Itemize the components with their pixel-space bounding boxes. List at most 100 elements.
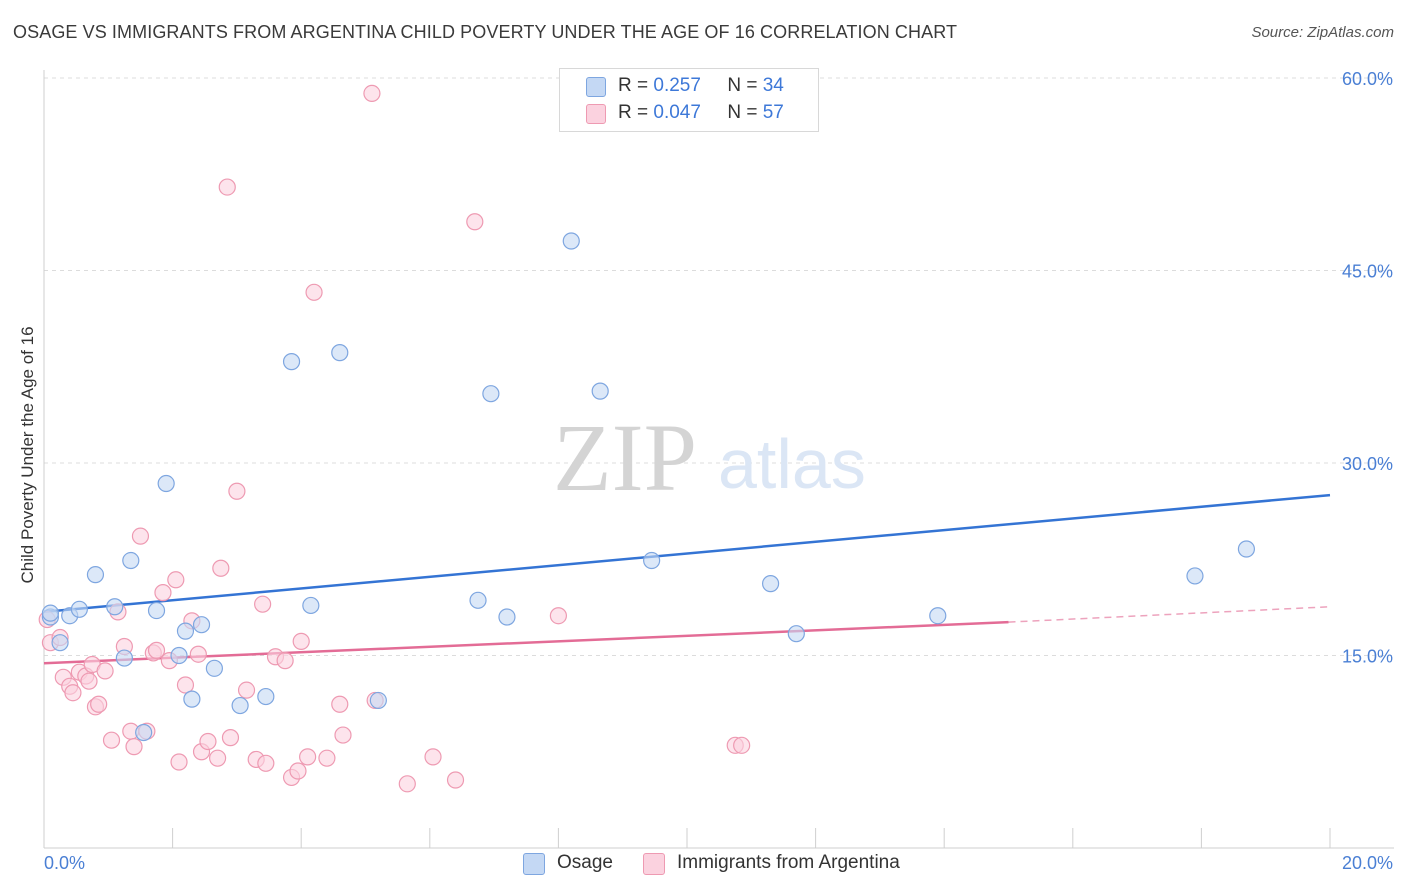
argentina-point-48: [331, 695, 349, 713]
argentina-point-54: [446, 771, 465, 789]
argentina-point-58: [733, 736, 751, 754]
argentina-point-53: [424, 748, 442, 766]
argentina-point-47: [318, 749, 336, 767]
argentina-point-50: [363, 84, 381, 103]
osage-point-25: [562, 232, 580, 250]
osage-point-7: [122, 551, 140, 570]
argentina-point-56: [549, 607, 568, 625]
argentina-point-35: [228, 482, 246, 500]
osage-point-17: [257, 687, 275, 706]
watermark: ZIP atlas: [553, 404, 866, 511]
watermark-zip: ZIP: [553, 404, 697, 511]
osage-swatch: [586, 77, 606, 97]
osage-point-27: [643, 551, 661, 570]
argentina-point-17: [125, 738, 143, 756]
argentina-point-22: [154, 584, 172, 602]
osage-legend-swatch: [523, 853, 545, 875]
trend-line-argentina-extrapolated: [1008, 605, 1331, 623]
argentina-point-11: [90, 695, 108, 713]
n-value: 34: [762, 75, 784, 96]
r-value: 0.047: [653, 102, 701, 123]
r-label: R =: [618, 75, 649, 96]
osage-point-14: [192, 616, 211, 634]
n-value: 57: [762, 102, 784, 123]
n-label: N =: [727, 75, 758, 96]
series-osage: [41, 232, 1256, 742]
argentina-point-52: [398, 775, 416, 793]
osage-point-31: [1186, 567, 1204, 585]
argentina-point-12: [96, 662, 114, 680]
x-tick-max: 20.0%: [1342, 853, 1393, 873]
osage-point-15: [205, 659, 223, 677]
argentina-point-8: [80, 672, 98, 690]
argentina-legend-label: Immigrants from Argentina: [677, 852, 900, 873]
osage-point-29: [787, 625, 805, 643]
osage-point-8: [135, 723, 153, 742]
x-tick-min: 0.0%: [44, 853, 85, 873]
watermark-atlas: atlas: [718, 425, 866, 503]
trend-line-osage: [43, 493, 1331, 614]
argentina-point-55: [466, 213, 484, 231]
osage-point-21: [369, 691, 387, 710]
series-argentina: [38, 84, 751, 793]
stats-legend: R = 0.257 N = 34 R = 0.047 N = 57: [559, 68, 819, 132]
argentina-point-5: [64, 684, 82, 702]
osage-point-3: [70, 600, 88, 618]
osage-point-6: [115, 649, 133, 667]
argentina-point-45: [299, 748, 317, 766]
argentina-point-36: [237, 681, 256, 699]
trend-lines: [43, 493, 1331, 665]
osage-point-13: [183, 690, 201, 708]
r-value: 0.257: [653, 75, 701, 96]
argentina-point-39: [254, 595, 272, 613]
osage-point-28: [761, 575, 780, 593]
n-label: N =: [727, 102, 758, 123]
argentina-point-25: [170, 753, 188, 771]
osage-point-9: [147, 601, 166, 620]
osage-legend-label: Osage: [557, 852, 613, 873]
argentina-point-30: [199, 732, 217, 751]
osage-point-10: [157, 474, 175, 493]
osage-point-26: [591, 382, 609, 400]
argentina-point-13: [102, 731, 121, 749]
data-points: [38, 84, 1256, 793]
osage-point-4: [86, 566, 105, 584]
osage-point-33: [41, 604, 60, 622]
argentina-point-21: [147, 641, 166, 659]
chart-title: OSAGE VS IMMIGRANTS FROM ARGENTINA CHILD…: [13, 22, 958, 42]
source-note: Source: ZipAtlas.com: [1251, 24, 1394, 41]
y-tick-label-3: 60.0%: [1342, 69, 1393, 89]
y-tick-labels: 15.0% 30.0% 45.0% 60.0%: [1342, 69, 1393, 667]
osage-point-22: [469, 591, 487, 609]
argentina-point-34: [221, 729, 240, 747]
argentina-swatch: [586, 104, 606, 124]
osage-point-23: [482, 385, 500, 403]
argentina-point-31: [209, 749, 227, 767]
argentina-point-33: [218, 178, 236, 196]
axes: [43, 70, 1394, 849]
osage-point-18: [282, 353, 301, 371]
argentina-point-49: [334, 726, 352, 744]
argentina-point-43: [289, 762, 307, 780]
argentina-point-32: [212, 559, 230, 577]
osage-point-30: [929, 607, 947, 625]
r-label: R =: [618, 102, 649, 123]
argentina-point-44: [292, 632, 310, 650]
argentina-point-41: [276, 652, 294, 670]
argentina-point-24: [167, 571, 185, 589]
osage-point-12: [176, 622, 195, 640]
y-tick-label-0: 15.0%: [1342, 647, 1393, 667]
argentina-point-38: [257, 754, 275, 772]
osage-point-16: [231, 696, 249, 715]
argentina-point-18: [131, 527, 150, 545]
osage-point-24: [498, 608, 516, 626]
osage-point-5: [106, 598, 124, 616]
y-tick-label-1: 30.0%: [1342, 454, 1393, 474]
argentina-point-28: [189, 645, 207, 663]
y-tick-label-2: 45.0%: [1342, 262, 1393, 282]
argentina-point-26: [176, 676, 195, 694]
argentina-point-46: [305, 283, 323, 301]
osage-point-19: [302, 596, 320, 615]
osage-point-1: [51, 634, 69, 652]
